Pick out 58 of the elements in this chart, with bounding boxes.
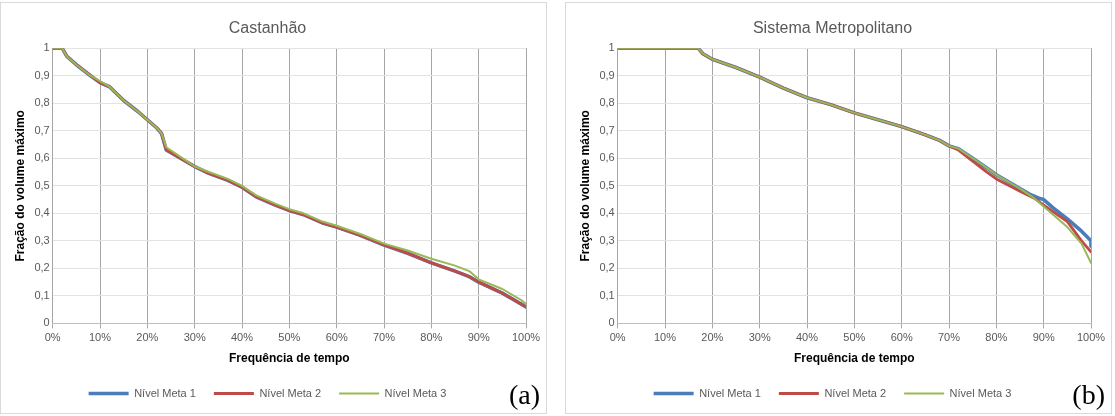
y-tick-label: 0,3	[34, 233, 50, 246]
y-tick-label: 0,3	[599, 233, 615, 246]
x-tick-label: 40%	[231, 331, 254, 344]
x-tick-label: 20%	[136, 331, 159, 344]
legend-label: Nível Meta 3	[384, 386, 447, 399]
y-tick-label: 0,8	[34, 96, 50, 109]
chart-title: Sistema Metropolitano	[752, 19, 913, 37]
legend-label: Nível Meta 2	[824, 386, 887, 399]
y-axis-title: Fração do volume máximo	[12, 110, 27, 262]
x-axis-title: Frequência de tempo	[793, 351, 915, 366]
x-tick-label: 0%	[609, 331, 626, 344]
y-tick-label: 0	[608, 316, 615, 329]
y-tick-label: 0,9	[599, 68, 615, 81]
y-tick-label: 0,8	[599, 96, 615, 109]
x-tick-label: 30%	[748, 331, 771, 344]
y-tick-label: 1	[608, 41, 615, 54]
legend-label: Nível Meta 1	[699, 386, 761, 399]
x-tick-label: 90%	[1032, 331, 1055, 344]
legend-label: Nível Meta 2	[259, 386, 322, 399]
x-tick-label: 80%	[985, 331, 1008, 344]
x-tick-label: 20%	[701, 331, 724, 344]
x-tick-label: 100%	[1076, 331, 1106, 344]
y-tick-label: 0,2	[34, 261, 50, 274]
y-tick-label: 0,2	[599, 261, 615, 274]
x-tick-label: 0%	[44, 331, 61, 344]
x-tick-label: 70%	[372, 331, 396, 344]
x-tick-label: 40%	[796, 331, 819, 344]
y-tick-label: 0,5	[34, 178, 50, 191]
y-tick-label: 0	[43, 316, 50, 329]
x-tick-label: 80%	[420, 331, 443, 344]
legend-label: Nível Meta 3	[949, 386, 1012, 399]
y-tick-label: 0,7	[34, 123, 50, 136]
x-tick-label: 60%	[325, 331, 348, 344]
text: (b)	[1072, 379, 1105, 411]
x-tick-label: 50%	[843, 331, 866, 344]
x-axis-title: Frequência de tempo	[228, 351, 350, 366]
y-tick-label: 0,4	[34, 206, 50, 219]
y-tick-label: 1	[43, 41, 50, 54]
legend-label: Nível Meta 1	[134, 386, 196, 399]
x-tick-label: 10%	[89, 331, 112, 344]
x-tick-label: 60%	[890, 331, 913, 344]
y-tick-label: 0,1	[34, 288, 50, 301]
x-tick-label: 100%	[511, 331, 541, 344]
x-tick-label: 30%	[183, 331, 206, 344]
y-axis-title: Fração do volume máximo	[577, 110, 592, 262]
y-tick-label: 0,5	[599, 178, 615, 191]
y-tick-label: 0,1	[599, 288, 615, 301]
y-tick-label: 0,9	[34, 68, 50, 81]
x-tick-label: 70%	[937, 331, 961, 344]
chart-title: Castanhão	[228, 19, 307, 37]
y-tick-label: 0,7	[599, 123, 615, 136]
y-tick-label: 0,6	[34, 151, 50, 164]
y-tick-label: 0,6	[599, 151, 615, 164]
x-tick-label: 10%	[654, 331, 677, 344]
x-tick-label: 50%	[278, 331, 301, 344]
text: (a)	[508, 379, 540, 411]
y-tick-label: 0,4	[599, 206, 615, 219]
x-tick-label: 90%	[467, 331, 490, 344]
